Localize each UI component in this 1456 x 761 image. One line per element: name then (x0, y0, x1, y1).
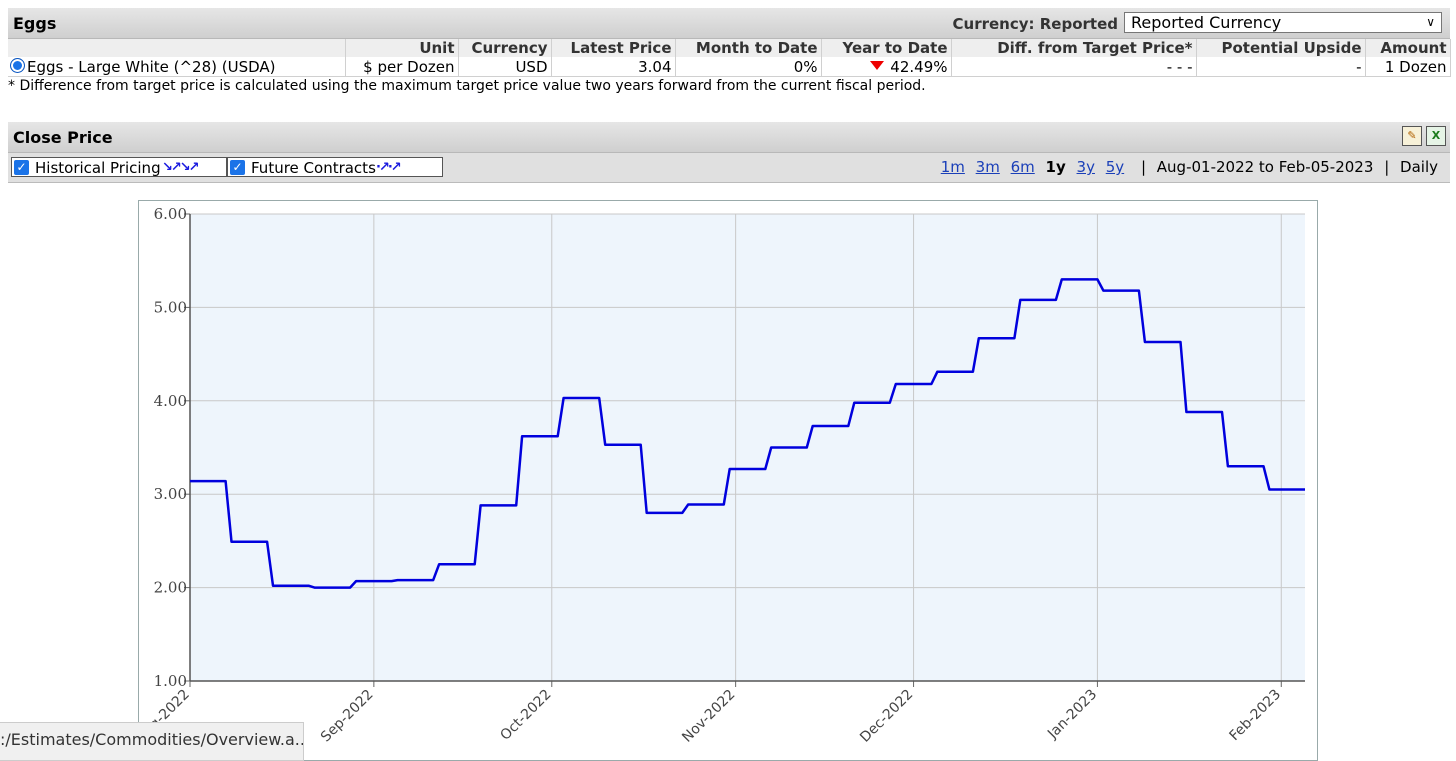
latest-price-cell: 3.04 (551, 57, 676, 77)
quote-table: Unit Currency Latest Price Month to Date… (8, 39, 1451, 77)
col-header-latest-price: Latest Price (551, 39, 676, 57)
range-5y[interactable]: 5y (1105, 158, 1125, 176)
range-3m[interactable]: 3m (975, 158, 1000, 176)
dotted-series-icon: ·↗·↗ (376, 160, 402, 175)
table-row: Eggs - Large White (^28) (USDA) $ per Do… (8, 57, 1451, 77)
radio-selected-icon[interactable] (10, 57, 25, 73)
col-header-year-to-date: Year to Date (821, 39, 952, 57)
x-tick-label: Oct-2022 (497, 687, 554, 744)
price-series-line (190, 278, 1305, 589)
y-tick-label: 6.00 (154, 205, 187, 223)
commodity-name: Eggs - Large White (^28) (USDA) (27, 57, 276, 76)
future-contracts-checkbox[interactable]: ✓ Future Contracts ·↗·↗ (227, 157, 443, 177)
checkmark-icon: ✓ (14, 160, 29, 175)
range-1m[interactable]: 1m (940, 158, 965, 176)
col-header-name (8, 39, 346, 57)
range-selector: 1m 3m 6m 1y 3y 5y | Aug-01-2022 to Feb-0… (941, 158, 1438, 176)
close-price-header: Close Price ✎ X (8, 122, 1450, 153)
range-6m[interactable]: 6m (1010, 158, 1035, 176)
commodity-title: Eggs (13, 14, 57, 33)
commodity-header: Eggs Currency: Reported Reported Currenc… (8, 8, 1450, 39)
close-price-title: Close Price (13, 128, 113, 147)
x-tick-label: Dec-2022 (857, 687, 916, 746)
currency-label: Currency: Reported (952, 15, 1118, 33)
x-tick-label: Sep-2022 (318, 687, 377, 746)
currency-select-value: Reported Currency (1131, 13, 1282, 32)
plot-area (190, 214, 1305, 681)
month-to-date-cell: 0% (675, 57, 822, 77)
x-tick-label: Jan-2023 (1044, 687, 1100, 743)
y-tick-label: 4.00 (154, 392, 187, 410)
range-1y[interactable]: 1y (1045, 158, 1066, 176)
y-tick-label: 1.00 (154, 672, 187, 690)
separator: | (1384, 158, 1390, 176)
y-tick-label: 2.00 (154, 579, 187, 597)
frequency-label: Daily (1400, 158, 1438, 176)
col-header-currency: Currency (458, 39, 552, 57)
table-header-row: Unit Currency Latest Price Month to Date… (8, 39, 1451, 57)
checkmark-icon: ✓ (230, 160, 245, 175)
col-header-potential-upside: Potential Upside (1196, 39, 1366, 57)
future-contracts-label: Future Contracts (251, 159, 376, 177)
chart-settings-icon[interactable]: ✎ (1402, 126, 1422, 146)
currency-select[interactable]: Reported Currency ∨ (1124, 12, 1442, 33)
commodity-name-cell[interactable]: Eggs - Large White (^28) (USDA) (8, 57, 346, 77)
status-bar-url: :/Estimates/Commodities/Overview.a... (0, 722, 304, 761)
footnote: * Difference from target price is calcul… (8, 78, 926, 94)
historical-pricing-label: Historical Pricing (35, 159, 161, 177)
x-tick-label: Feb-2023 (1226, 687, 1284, 745)
y-tick-label: 3.00 (154, 485, 187, 503)
line-series-icon: ↘↗↘↗ (162, 160, 200, 175)
down-arrow-icon (870, 60, 885, 70)
potential-upside-cell: - (1196, 57, 1366, 77)
year-to-date-cell: 42.49% (821, 57, 952, 77)
col-header-unit: Unit (345, 39, 459, 57)
separator: | (1140, 158, 1146, 176)
excel-export-icon[interactable]: X (1426, 126, 1446, 146)
historical-pricing-checkbox[interactable]: ✓ Historical Pricing ↘↗↘↗ (11, 157, 227, 177)
col-header-month-to-date: Month to Date (675, 39, 822, 57)
year-to-date-value: 42.49% (890, 57, 948, 76)
y-tick-label: 5.00 (154, 298, 187, 316)
col-header-amount: Amount (1365, 39, 1451, 57)
diff-target-cell: - - - (951, 57, 1197, 77)
unit-cell: $ per Dozen (345, 57, 459, 77)
chart-toolbar: ✓ Historical Pricing ↘↗↘↗ ✓ Future Contr… (8, 153, 1450, 183)
currency-cell: USD (458, 57, 552, 77)
chevron-down-icon: ∨ (1426, 15, 1435, 29)
close-price-chart: 6.00 5.00 4.00 3.00 2.00 1.00 Aug-2022 Sep-2022… (138, 200, 1318, 761)
x-tick-label: Nov-2022 (679, 687, 738, 746)
col-header-diff-target: Diff. from Target Price* (951, 39, 1197, 57)
range-3y[interactable]: 3y (1076, 158, 1095, 176)
amount-cell: 1 Dozen (1365, 57, 1451, 77)
date-range: Aug-01-2022 to Feb-05-2023 (1156, 158, 1374, 176)
